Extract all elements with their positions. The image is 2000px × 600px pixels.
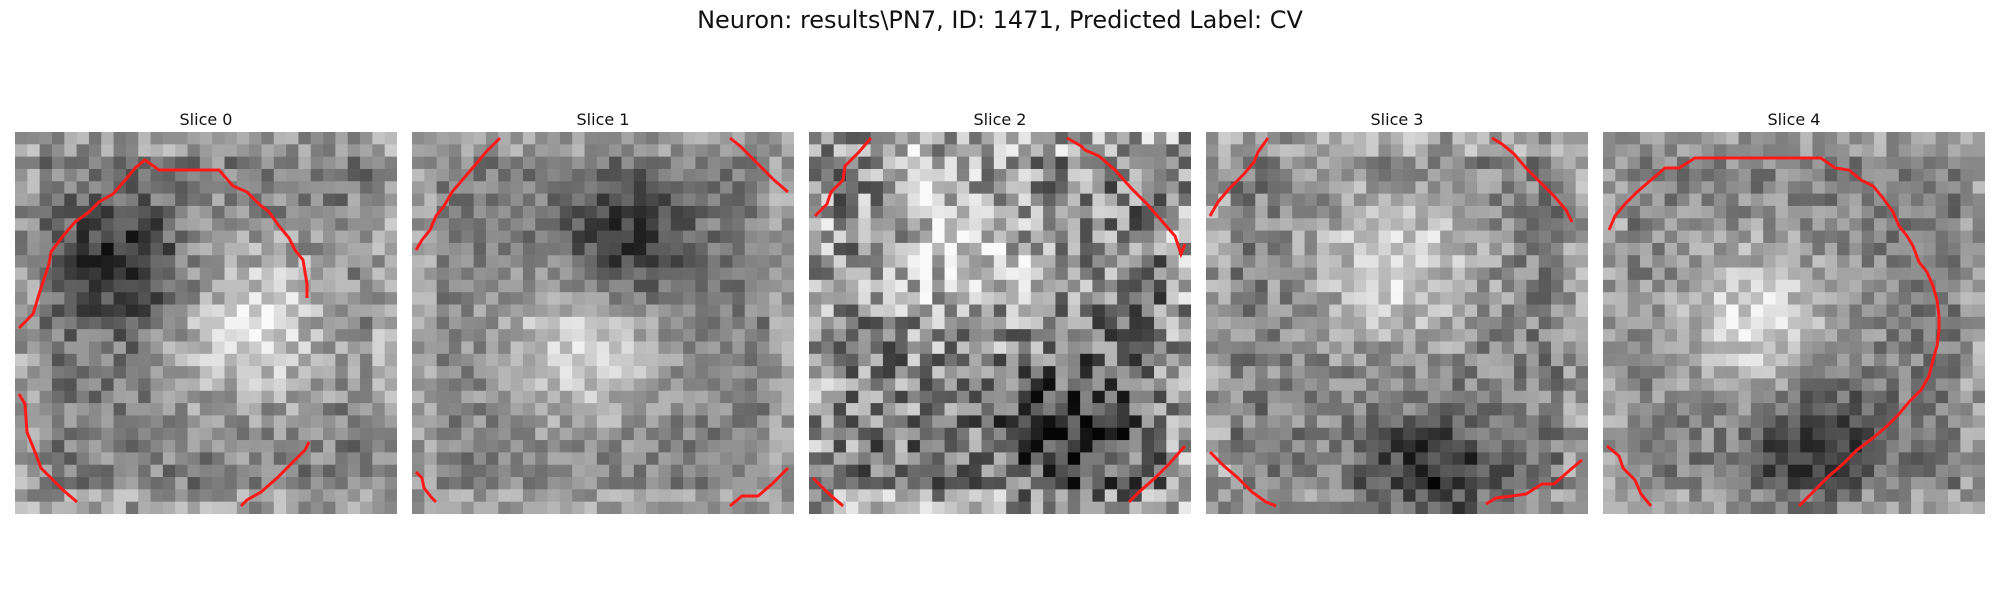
slice-panel-0: Slice 0: [15, 108, 397, 514]
slice-4-pixels: [1603, 132, 1985, 514]
slice-3-contour-bottomright: [1485, 458, 1583, 506]
slice-3-contour-topright: [1491, 136, 1574, 223]
slice-4-contour-main: [1607, 156, 1941, 508]
slice-0-contour-right: [239, 441, 311, 508]
slice-0-contour-left: [17, 393, 78, 504]
slice-title-3: Slice 3: [1370, 110, 1424, 129]
slice-3-contour-topleft: [1208, 137, 1270, 217]
slice-panel-2: Slice 2: [809, 108, 1191, 514]
figure-title: Neuron: results\PN7, ID: 1471, Predicted…: [697, 6, 1303, 34]
slice-1-contour: [414, 136, 790, 508]
slice-3-pixels: [1206, 132, 1588, 514]
slice-2-contour-bottomleft: [811, 476, 844, 508]
slice-4-svg: [1603, 132, 1985, 514]
slice-image-3: [1206, 132, 1588, 514]
slice-title-0: Slice 0: [179, 110, 233, 129]
slice-title-1: Slice 1: [576, 110, 630, 129]
slice-1-pixels: [412, 132, 794, 514]
slice-image-1: [412, 132, 794, 514]
slice-2-contour-topright: [1066, 136, 1187, 259]
slice-0-pixels: [15, 132, 397, 514]
slice-3-contour-bottomleft: [1208, 450, 1277, 508]
slice-1-contour-bottomleft: [414, 470, 438, 504]
slice-1-contour-topright: [729, 136, 789, 194]
slice-1-contour-topleft: [414, 136, 502, 251]
slice-1-svg: [412, 132, 794, 514]
slice-image-0: [15, 132, 397, 514]
slice-4-contour-left: [1606, 444, 1653, 507]
slice-2-pixels: [809, 132, 1191, 514]
slice-0-contour: [17, 158, 311, 508]
slice-2-contour: [811, 136, 1187, 508]
slice-panel-1: Slice 1: [412, 108, 794, 514]
slice-image-2: [809, 132, 1191, 514]
slice-3-svg: [1206, 132, 1588, 514]
slice-1-contour-bottomright: [729, 466, 790, 508]
slice-title-4: Slice 4: [1767, 110, 1821, 129]
slice-2-svg: [809, 132, 1191, 514]
slice-4-contour: [1606, 156, 1941, 508]
slice-0-contour-main: [17, 158, 309, 330]
slice-title-2: Slice 2: [973, 110, 1027, 129]
slice-panel-4: Slice 4: [1603, 108, 1985, 514]
slice-2-contour-bottomright: [1127, 445, 1187, 504]
slice-0-svg: [15, 132, 397, 514]
slice-2-contour-topleft: [813, 137, 873, 218]
slice-image-4: [1603, 132, 1985, 514]
slice-3-contour: [1208, 136, 1583, 508]
slice-panel-3: Slice 3: [1206, 108, 1588, 514]
